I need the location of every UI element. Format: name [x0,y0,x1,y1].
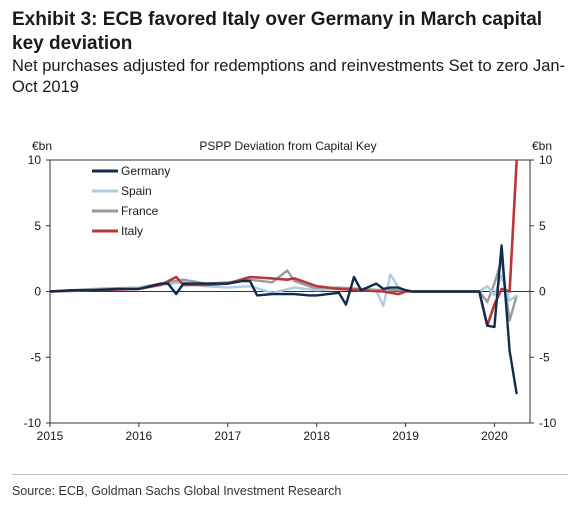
y-tick-label-right: -5 [539,350,550,364]
y-tick-label-right: 10 [539,153,553,167]
x-tick-label: 2016 [126,429,153,443]
series-line-germany [49,244,518,395]
legend-label-italy: Italy [121,224,143,238]
x-tick-label: 2018 [303,429,330,443]
y-axis-unit-right: €bn [532,139,552,153]
series-line-italy [49,159,518,328]
y-tick-label-right: -10 [539,416,557,430]
y-tick-label-right: 5 [539,219,546,233]
x-tick-label: 2017 [214,429,241,443]
y-tick-label-left: 5 [34,219,41,233]
y-tick-label-left: -10 [24,416,42,430]
y-tick-label-left: -5 [30,350,41,364]
exhibit-subtitle: Net purchases adjusted for redemptions a… [12,57,566,96]
y-tick-label-left: 10 [28,153,42,167]
footer-divider [12,474,568,475]
x-tick-label: 2019 [392,429,419,443]
legend-label-france: France [121,204,159,218]
source-note: Source: ECB, Goldman Sachs Global Invest… [12,484,342,498]
legend-label-spain: Spain [121,184,152,198]
y-axis-unit-left: €bn [32,139,52,153]
y-tick-label-left: 0 [34,285,41,299]
x-tick-label: 2020 [481,429,508,443]
chart-title: PSPP Deviation from Capital Key [199,139,376,153]
y-tick-label-right: 0 [539,285,546,299]
exhibit-title: Exhibit 3: ECB favored Italy over German… [12,9,543,54]
x-tick-label: 2015 [37,429,64,443]
legend-label-germany: Germany [121,164,170,178]
